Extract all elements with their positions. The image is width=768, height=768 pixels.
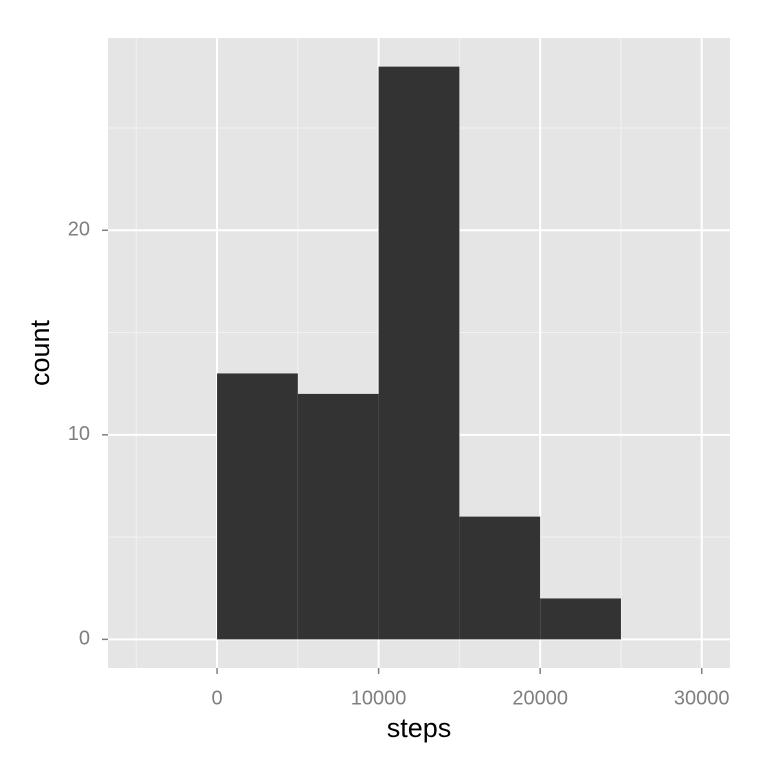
x-tick-label: 30000: [674, 687, 730, 709]
x-tick-label: 10000: [351, 687, 407, 709]
x-tick-label: 0: [211, 687, 222, 709]
y-tick-label: 20: [68, 219, 90, 241]
y-tick-label: 10: [68, 423, 90, 445]
y-tick-label: 0: [79, 628, 90, 650]
x-axis-title: steps: [387, 713, 452, 743]
bar: [378, 66, 460, 640]
x-tick-label: 20000: [512, 687, 568, 709]
bar: [217, 373, 298, 640]
bar: [540, 598, 621, 640]
bar: [459, 516, 541, 640]
y-axis-title: count: [25, 319, 55, 386]
bar: [297, 393, 379, 640]
